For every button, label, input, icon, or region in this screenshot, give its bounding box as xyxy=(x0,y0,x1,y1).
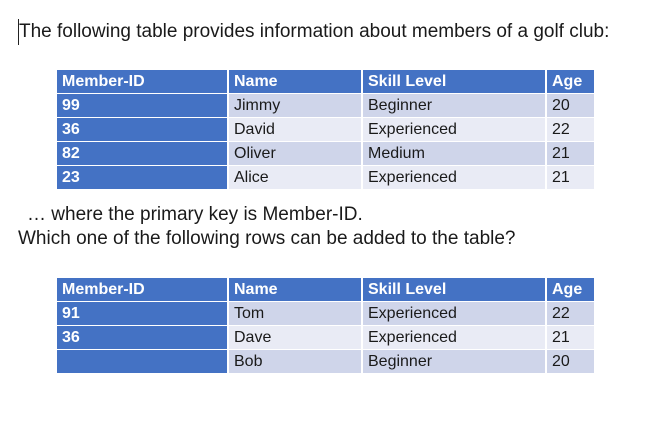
cell-skill-level: Beginner xyxy=(361,349,546,374)
table-row: 36 David Experienced 22 xyxy=(57,117,594,142)
cell-member-id: 99 xyxy=(57,93,228,118)
table-row: Bob Beginner 20 xyxy=(57,349,594,374)
cell-name: Bob xyxy=(227,349,362,374)
cell-skill-level: Experienced xyxy=(361,165,546,190)
cell-skill-level: Beginner xyxy=(361,93,546,118)
cell-skill-level: Experienced xyxy=(361,301,546,326)
header-name: Name xyxy=(227,278,362,302)
header-skill-level: Skill Level xyxy=(361,70,546,94)
cell-member-id: 91 xyxy=(57,301,228,326)
table-row: 82 Oliver Medium 21 xyxy=(57,141,594,166)
intro-text: The following table provides information… xyxy=(18,19,609,45)
table-row: 99 Jimmy Beginner 20 xyxy=(57,93,594,118)
cell-age: 21 xyxy=(545,165,594,190)
cell-age: 21 xyxy=(545,325,594,350)
cell-age: 20 xyxy=(545,349,594,374)
cell-name: Jimmy xyxy=(227,93,362,118)
cell-name: Oliver xyxy=(227,141,362,166)
cell-age: 22 xyxy=(545,301,594,326)
primary-key-note: … where the primary key is Member-ID. xyxy=(27,204,363,225)
cell-name: Alice xyxy=(227,165,362,190)
header-age: Age xyxy=(545,278,594,302)
cell-skill-level: Experienced xyxy=(361,117,546,142)
header-age: Age xyxy=(545,70,594,94)
cell-member-id: 82 xyxy=(57,141,228,166)
table-row: 23 Alice Experienced 21 xyxy=(57,165,594,190)
table-row: 91 Tom Experienced 22 xyxy=(57,301,594,326)
table-header-row: Member-ID Name Skill Level Age xyxy=(57,70,594,94)
header-name: Name xyxy=(227,70,362,94)
table-header-row: Member-ID Name Skill Level Age xyxy=(57,278,594,302)
header-member-id: Member-ID xyxy=(57,70,228,94)
question-text: … where the primary key is Member-ID. Wh… xyxy=(18,203,516,251)
cell-age: 20 xyxy=(545,93,594,118)
cell-age: 21 xyxy=(545,141,594,166)
cell-member-id xyxy=(57,349,228,374)
cell-name: David xyxy=(227,117,362,142)
cell-skill-level: Experienced xyxy=(361,325,546,350)
cell-member-id: 36 xyxy=(57,325,228,350)
cell-skill-level: Medium xyxy=(361,141,546,166)
question-prompt: Which one of the following rows can be a… xyxy=(18,228,516,249)
header-member-id: Member-ID xyxy=(57,278,228,302)
table-row: 36 Dave Experienced 21 xyxy=(57,325,594,350)
candidate-rows-table: Member-ID Name Skill Level Age 91 Tom Ex… xyxy=(57,278,594,374)
cell-member-id: 23 xyxy=(57,165,228,190)
cell-age: 22 xyxy=(545,117,594,142)
cell-name: Dave xyxy=(227,325,362,350)
header-skill-level: Skill Level xyxy=(361,278,546,302)
cell-member-id: 36 xyxy=(57,117,228,142)
members-table: Member-ID Name Skill Level Age 99 Jimmy … xyxy=(57,70,594,190)
cell-name: Tom xyxy=(227,301,362,326)
